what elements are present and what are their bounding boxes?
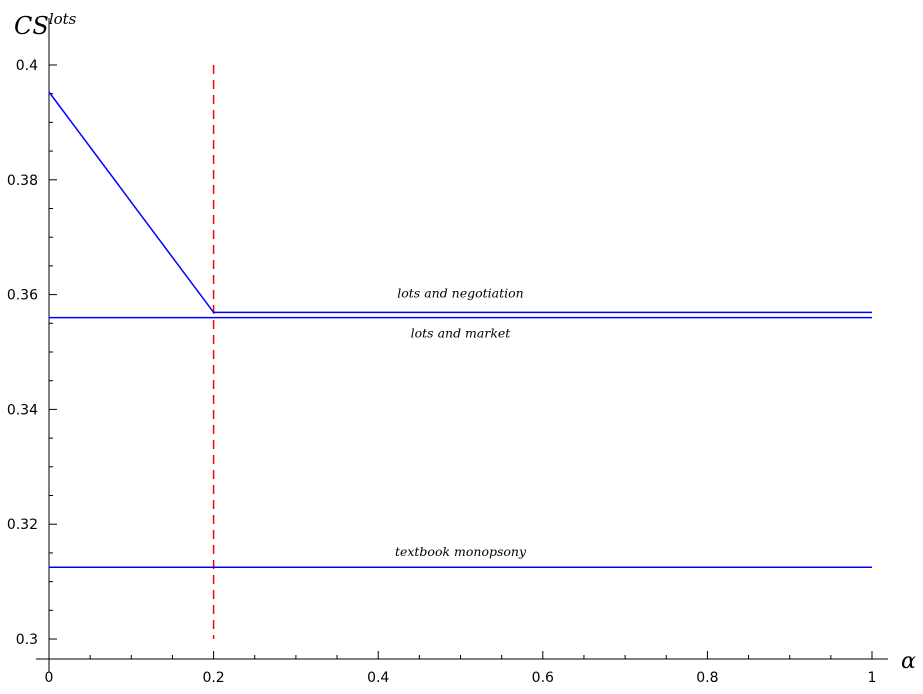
x-tick-label: 0.6: [532, 670, 554, 686]
x-axis-title: α: [901, 649, 916, 674]
series-line-0: [48, 91, 872, 314]
y-tick-label: 0.4: [16, 58, 38, 74]
y-tick-label: 0.32: [7, 517, 38, 533]
y-axis-title: CSlots: [14, 10, 77, 40]
series-annotation: lots and negotiation: [397, 285, 523, 300]
y-tick-label: 0.36: [7, 288, 38, 304]
x-tick-label: 0: [45, 670, 54, 686]
x-tick-label: 1: [868, 670, 877, 686]
x-tick-label: 0.4: [367, 670, 389, 686]
y-tick-label: 0.3: [16, 632, 38, 648]
series-annotation: lots and market: [411, 326, 512, 341]
x-tick-label: 0.2: [202, 670, 224, 686]
y-tick-label: 0.38: [7, 173, 38, 189]
y-tick-label: 0.34: [7, 402, 38, 418]
y-axis-title-superscript: lots: [49, 10, 77, 28]
y-axis-title-base: CS: [14, 12, 49, 40]
x-tick-label: 0.8: [696, 670, 718, 686]
series-annotation: textbook monopsony: [395, 544, 527, 559]
